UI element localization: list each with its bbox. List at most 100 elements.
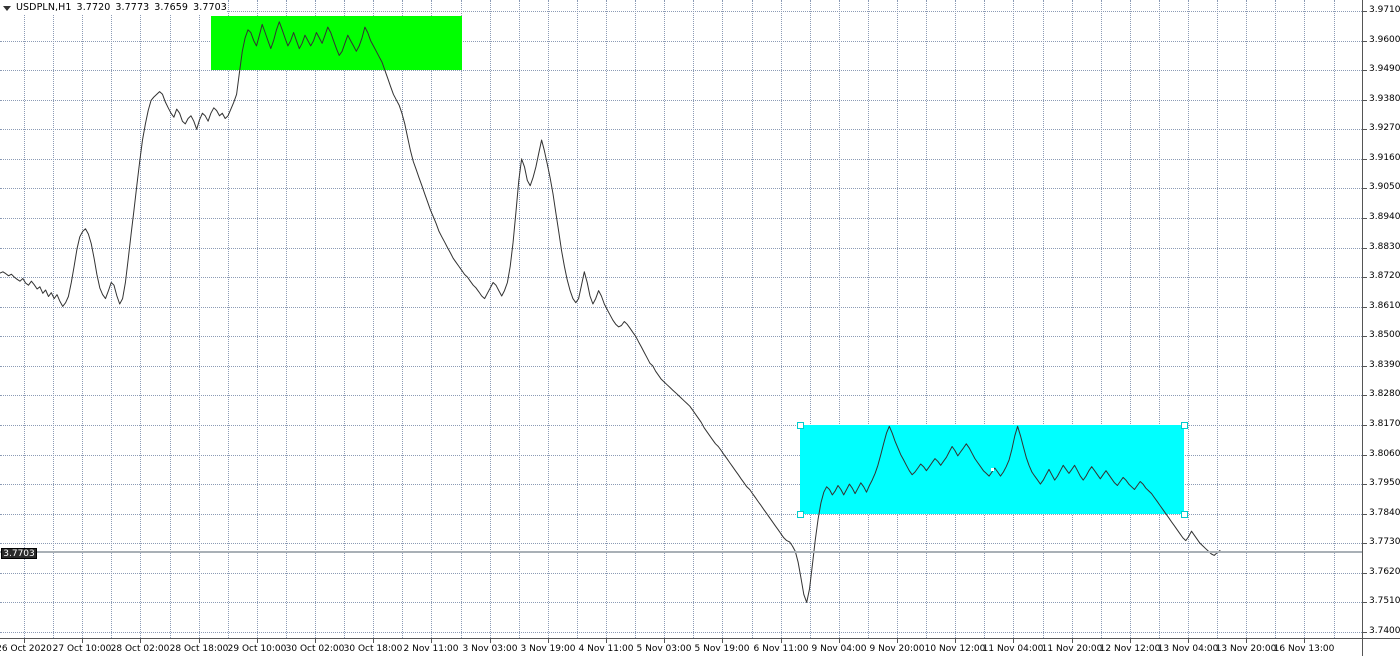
price-axis-label: 3.8060 (1369, 448, 1400, 459)
price-axis-label: 3.7950 (1369, 478, 1400, 489)
move-handle[interactable] (991, 468, 994, 471)
time-axis-label: 5 Nov 19:00 (694, 644, 750, 654)
time-axis-label: 30 Oct 02:00 (285, 644, 345, 654)
price-axis-label: 3.8720 (1369, 271, 1400, 282)
price-axis-tick (1363, 572, 1367, 574)
price-axis-tick (1363, 40, 1367, 42)
resize-handle[interactable] (797, 510, 804, 518)
time-axis-tick (664, 639, 665, 643)
time-axis-tick (606, 639, 607, 643)
time-axis-label: 12 Nov 12:00 (1099, 644, 1161, 654)
price-axis-tick (1363, 11, 1367, 12)
price-axis-label: 3.7510 (1369, 596, 1400, 607)
time-axis-tick (431, 639, 432, 643)
ohlc-close-value: 3.7703 (193, 2, 227, 13)
time-axis-tick (548, 639, 549, 643)
price-axis-tick (1363, 484, 1367, 486)
time-axis-tick (1130, 639, 1131, 643)
time-axis-label: 28 Oct 18:00 (169, 644, 229, 654)
price-axis-tick (1363, 70, 1367, 72)
price-axis-tick (1363, 632, 1367, 633)
price-axis-label: 3.9380 (1369, 93, 1400, 104)
time-axis-tick (257, 639, 258, 643)
price-axis[interactable]: 3.9710 3.9600 3.9490 3.9380 3.9270 3.9160 3.90… (1362, 0, 1400, 638)
time-axis-tick (1246, 639, 1247, 643)
price-axis-label: 3.9600 (1369, 34, 1400, 45)
price-axis-tick (1363, 425, 1367, 426)
time-axis-tick (839, 639, 840, 643)
time-axis-label: 27 Oct 10:00 (52, 644, 112, 654)
time-axis-tick (1013, 639, 1014, 643)
resize-handle[interactable] (797, 422, 804, 429)
resize-handle[interactable] (1181, 422, 1188, 429)
time-axis-label: 13 Nov 04:00 (1157, 644, 1219, 654)
ohlc-open-value: 3.7720 (76, 2, 111, 13)
price-axis-tick (1363, 543, 1367, 545)
price-axis-label: 3.9160 (1369, 152, 1400, 163)
price-axis-tick (1363, 306, 1367, 308)
time-axis-tick (1188, 639, 1189, 643)
price-axis-label: 3.8940 (1369, 212, 1400, 222)
time-axis-tick (199, 639, 200, 643)
price-axis-label: 3.8170 (1369, 419, 1400, 429)
price-axis-label: 3.7840 (1369, 507, 1400, 518)
current-price-level-line (0, 550, 1362, 553)
chart-plot-area[interactable] (0, 0, 1362, 638)
price-axis-label: 3.7620 (1369, 566, 1400, 577)
time-axis-label: 6 Nov 11:00 (753, 644, 809, 654)
time-axis-label: 28 Oct 02:00 (110, 644, 170, 654)
time-axis-label: 4 Nov 11:00 (578, 644, 634, 654)
price-axis-tick (1363, 129, 1367, 131)
time-axis-label: 9 Nov 20:00 (869, 644, 925, 654)
ohlc-high-value: 3.7773 (115, 2, 150, 13)
price-axis-label: 3.7400 (1369, 626, 1400, 636)
time-axis-tick (897, 639, 898, 643)
price-axis-tick (1363, 99, 1367, 101)
green-range-highlight[interactable] (211, 16, 462, 71)
time-axis-tick (140, 639, 141, 643)
time-axis-label: 13 Nov 20:00 (1215, 644, 1277, 654)
price-axis-tick (1363, 513, 1367, 515)
price-axis-label: 3.8500 (1369, 330, 1400, 341)
price-axis-tick (1363, 247, 1367, 249)
time-axis-tick (490, 639, 491, 643)
chevron-down-icon[interactable] (3, 5, 11, 11)
price-axis-label: 3.9710 (1369, 5, 1400, 15)
time-axis-label: 3 Nov 03:00 (462, 644, 518, 654)
price-axis-tick (1363, 395, 1367, 397)
time-axis-tick (781, 639, 782, 643)
time-axis-label: 2 Nov 11:00 (403, 644, 459, 654)
time-axis-tick (24, 639, 25, 643)
price-axis-tick (1363, 277, 1367, 279)
time-axis-label: 9 Nov 04:00 (811, 644, 867, 654)
price-axis-label: 3.9270 (1369, 123, 1400, 134)
time-axis-tick (722, 639, 723, 643)
current-price-badge: 3.7703 (1, 547, 37, 559)
resize-handle[interactable] (1181, 510, 1188, 518)
price-line-series (0, 21, 1221, 603)
time-axis-label: 16 Nov 13:00 (1273, 644, 1335, 654)
time-axis-label: 30 Oct 18:00 (343, 644, 403, 654)
time-axis-tick (82, 639, 83, 643)
chart-symbol-label: USDPLN,H1 (16, 2, 72, 13)
time-axis-tick (1072, 639, 1073, 643)
price-axis-label: 3.9490 (1369, 64, 1400, 75)
time-axis-label: 11 Nov 04:00 (982, 644, 1044, 654)
time-axis-label: 29 Oct 10:00 (227, 644, 287, 654)
time-axis-label: 3 Nov 19:00 (520, 644, 576, 654)
time-axis-tick (373, 639, 374, 643)
price-axis-tick (1363, 454, 1367, 456)
price-axis-tick (1363, 336, 1367, 338)
price-axis-label: 3.8610 (1369, 300, 1400, 311)
time-axis[interactable]: 26 Oct 2020 27 Oct 10:00 28 Oct 02:00 28 Oc… (0, 638, 1362, 656)
price-axis-label: 3.8280 (1369, 389, 1400, 400)
time-axis-label: 11 Nov 20:00 (1041, 644, 1103, 654)
price-axis-tick (1363, 158, 1367, 160)
time-axis-label: 10 Nov 12:00 (924, 644, 986, 654)
time-axis-label: 26 Oct 2020 (0, 644, 52, 654)
price-axis-tick (1363, 602, 1367, 604)
price-axis-tick (1363, 218, 1367, 219)
price-axis-tick (1363, 365, 1367, 367)
time-axis-label: 5 Nov 03:00 (636, 644, 692, 654)
